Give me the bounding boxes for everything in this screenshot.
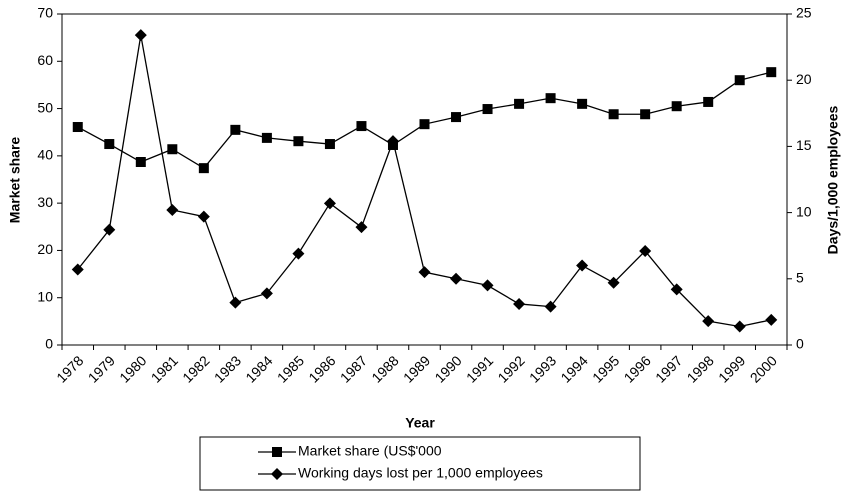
point (135, 157, 146, 168)
x-axis-title: Year (405, 415, 435, 431)
point (103, 223, 116, 236)
point (513, 297, 526, 310)
point (765, 313, 778, 326)
point (545, 93, 556, 104)
point (71, 263, 84, 276)
legend-label: Working days lost per 1,000 employees (298, 465, 543, 481)
y-tick-label: 60 (37, 52, 53, 68)
x-tick-label: 1997 (652, 352, 685, 385)
point (639, 244, 652, 257)
y-tick-label: 20 (37, 241, 53, 257)
point (293, 136, 304, 147)
point (134, 29, 147, 42)
y2-tick-label: 15 (796, 137, 812, 153)
point (703, 96, 714, 107)
x-tick-label: 1999 (715, 352, 748, 385)
x-tick-label: 1993 (526, 352, 559, 385)
point (734, 75, 745, 86)
y-tick-label: 10 (37, 288, 53, 304)
point (356, 121, 367, 132)
y2-axis-title: Days/1,000 employees (825, 105, 841, 254)
point (104, 139, 115, 150)
point (198, 163, 209, 174)
x-tick-label: 1983 (211, 352, 244, 385)
x-tick-label: 1996 (621, 352, 654, 385)
point (167, 144, 178, 155)
point (166, 203, 179, 216)
point (418, 266, 431, 279)
point (670, 283, 683, 296)
x-tick-label: 1998 (684, 352, 717, 385)
point (355, 221, 368, 234)
x-tick-label: 1984 (242, 352, 275, 385)
y2-tick-label: 20 (796, 71, 812, 87)
point (229, 296, 242, 309)
legend-box (199, 436, 641, 491)
x-tick-label: 1979 (85, 352, 118, 385)
x-tick-label: 1989 (400, 352, 433, 385)
point (766, 67, 777, 78)
x-tick-label: 1987 (337, 352, 370, 385)
point (386, 135, 399, 148)
point (514, 98, 525, 109)
point (608, 109, 619, 120)
y2-tick-label: 0 (796, 336, 804, 352)
point (733, 320, 746, 333)
y2-tick-label: 25 (796, 5, 812, 21)
y2-tick-label: 5 (796, 270, 804, 286)
y-axis-title: Market share (7, 137, 23, 224)
x-tick-label: 1978 (53, 352, 86, 385)
x-tick-label: 1981 (148, 352, 181, 385)
point (671, 101, 682, 112)
point (451, 112, 462, 123)
point (419, 119, 430, 130)
x-tick-label: 1994 (558, 352, 591, 385)
x-tick-label: 1990 (431, 352, 464, 385)
legend-label: Market share (US$'000 (298, 443, 442, 459)
point (197, 210, 210, 223)
legend-marker (271, 468, 283, 480)
point (292, 247, 305, 260)
legend-marker (272, 447, 282, 457)
point (481, 279, 494, 292)
point (482, 104, 493, 115)
point (576, 259, 589, 272)
point (607, 276, 620, 289)
x-tick-label: 1985 (274, 352, 307, 385)
x-tick-label: 1992 (494, 352, 527, 385)
point (72, 122, 83, 133)
y-tick-label: 40 (37, 147, 53, 163)
point (577, 98, 588, 109)
point (544, 300, 557, 313)
y-tick-label: 50 (37, 99, 53, 115)
point (640, 109, 651, 120)
point (324, 139, 335, 150)
point (230, 124, 241, 135)
y2-tick-label: 10 (796, 203, 812, 219)
x-tick-label: 1980 (116, 352, 149, 385)
point (702, 315, 715, 328)
point (261, 132, 272, 143)
series-line (77, 35, 772, 328)
point (260, 287, 273, 300)
y-tick-label: 0 (45, 336, 53, 352)
y-tick-label: 30 (37, 194, 53, 210)
point (323, 197, 336, 210)
y-tick-label: 70 (37, 5, 53, 21)
x-tick-label: 2000 (747, 352, 780, 385)
x-tick-label: 1982 (179, 352, 212, 385)
x-tick-label: 1986 (305, 352, 338, 385)
x-tick-label: 1995 (589, 352, 622, 385)
point (450, 272, 463, 285)
x-tick-label: 1988 (368, 352, 401, 385)
x-tick-label: 1991 (463, 352, 496, 385)
